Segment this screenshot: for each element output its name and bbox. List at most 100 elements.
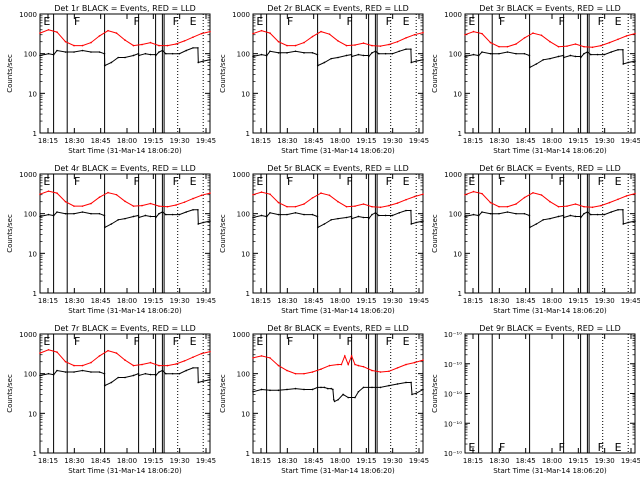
- data-point: [603, 213, 606, 216]
- data-point: [350, 355, 353, 357]
- data-point: [617, 49, 619, 51]
- series-line: [464, 49, 636, 69]
- panel-det-4r: Det 4r BLACK = Events, RED = LLD 1 10 100 10…: [6, 164, 216, 315]
- data-point: [178, 52, 181, 55]
- plot-frame: [464, 173, 636, 294]
- data-point: [379, 371, 382, 373]
- data-point: [265, 215, 268, 218]
- data-point: [337, 40, 339, 42]
- data-point: [277, 213, 280, 216]
- data-point: [56, 49, 58, 52]
- data-point: [185, 369, 187, 372]
- plot-frame: [39, 13, 211, 134]
- data-point: [489, 212, 492, 215]
- y-tick-label: 10⁻¹⁰: [444, 391, 462, 399]
- x-tick-label: 18:30: [64, 457, 84, 465]
- data-point: [64, 212, 67, 215]
- data-point: [627, 221, 629, 224]
- marker-letter: F: [173, 15, 179, 28]
- series-line: [464, 191, 636, 208]
- x-tick-label: 19:45: [409, 137, 429, 145]
- data-point: [286, 44, 288, 47]
- data-point: [277, 40, 280, 43]
- plot-frame: [464, 333, 636, 454]
- data-point: [506, 205, 509, 208]
- data-point: [345, 216, 348, 219]
- data-point: [600, 44, 602, 47]
- data-point: [137, 372, 140, 375]
- y-tick-label: 100: [24, 371, 37, 379]
- data-point: [610, 51, 612, 53]
- data-point: [622, 209, 624, 211]
- data-point: [149, 41, 152, 44]
- data-point: [56, 351, 58, 353]
- data-point: [405, 198, 407, 201]
- y-axis-label: Counts/sec: [431, 214, 439, 253]
- x-tick-label: 19:15: [143, 457, 163, 465]
- data-point: [52, 53, 55, 56]
- data-point: [415, 392, 418, 395]
- data-point: [634, 192, 636, 195]
- data-point: [422, 359, 424, 361]
- data-point: [47, 190, 50, 192]
- marker-letter: F: [499, 175, 505, 188]
- data-point: [158, 212, 160, 215]
- data-point: [491, 52, 494, 55]
- data-point: [378, 214, 380, 217]
- series-line: [39, 349, 211, 367]
- data-point: [192, 367, 194, 369]
- y-tick-label: 10: [241, 250, 250, 258]
- data-point: [260, 53, 263, 56]
- x-tick-label: 19:30: [595, 137, 615, 145]
- data-point: [374, 212, 377, 214]
- data-point: [330, 387, 333, 390]
- data-point: [269, 193, 271, 195]
- x-tick-label: 19:45: [196, 137, 216, 145]
- marker-letter: E: [190, 175, 197, 188]
- data-point: [562, 56, 565, 59]
- data-point: [192, 47, 194, 49]
- x-tick-label: 19:15: [568, 297, 588, 305]
- y-tick-label: 1: [246, 450, 250, 458]
- x-tick-label: 18:00: [542, 457, 562, 465]
- data-point: [617, 209, 619, 211]
- data-point: [603, 53, 606, 56]
- marker-letter: E: [615, 15, 622, 28]
- x-tick-label: 18:15: [463, 297, 483, 305]
- data-point: [52, 214, 55, 217]
- panel-title: Det 1r BLACK = Events, RED = LLD: [54, 4, 196, 13]
- data-point: [627, 61, 629, 64]
- marker-letter: E: [256, 175, 263, 188]
- data-point: [269, 212, 271, 214]
- data-point: [98, 51, 101, 53]
- data-point: [574, 215, 577, 218]
- data-point: [117, 219, 119, 221]
- x-tick-label: 19:15: [143, 137, 163, 145]
- data-point: [165, 52, 167, 55]
- data-point: [415, 221, 418, 224]
- data-point: [498, 212, 500, 215]
- data-point: [175, 43, 177, 45]
- x-tick-label: 18:15: [251, 457, 271, 465]
- y-tick-label: 1000: [19, 11, 37, 19]
- data-point: [303, 372, 305, 375]
- data-point: [73, 51, 75, 53]
- panel-det-6r: Det 6r BLACK = Events, RED = LLD 1 10 100 10…: [431, 164, 640, 315]
- y-tick-label: 1000: [444, 11, 462, 19]
- marker-letter: F: [74, 175, 80, 188]
- x-axis-label: Start Time (31-Mar-14 18:06:20): [68, 467, 182, 475]
- data-point: [158, 364, 160, 367]
- x-tick-label: 18:00: [330, 297, 350, 305]
- y-tick-label: 1: [246, 130, 250, 138]
- data-point: [590, 53, 592, 56]
- series-line: [39, 367, 211, 387]
- y-tick-label: 10⁻¹⁰: [444, 331, 462, 339]
- x-tick-label: 18:00: [542, 137, 562, 145]
- panel-title: Det 4r BLACK = Events, RED = LLD: [54, 164, 196, 173]
- data-point: [137, 214, 140, 217]
- data-point: [384, 214, 387, 217]
- data-point: [311, 52, 314, 54]
- data-point: [535, 223, 538, 225]
- data-point: [388, 384, 390, 387]
- data-point: [596, 53, 599, 56]
